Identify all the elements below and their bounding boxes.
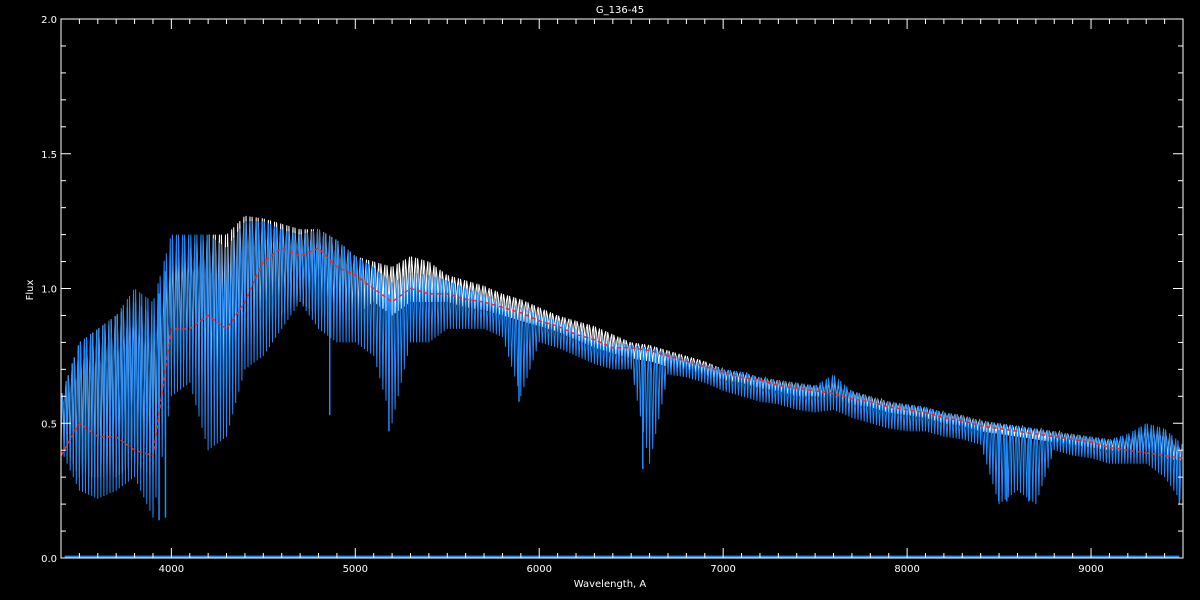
y-axis-label: Flux <box>25 280 36 301</box>
blue-spectrum <box>60 221 1183 518</box>
axes: 4000 5000 6000 7000 8000 9000 0.0 0.5 1.0 1.5 2.0 <box>41 15 1184 575</box>
x-tick-label: 6000 <box>527 564 552 575</box>
x-tick-label: 9000 <box>1078 564 1103 575</box>
red-model-line <box>60 247 1184 460</box>
y-tick-label: 1.0 <box>41 285 57 296</box>
y-tick-label: 2.0 <box>41 15 57 26</box>
x-tick-label: 8000 <box>894 564 919 575</box>
chart-title: G_136-45 <box>596 5 644 16</box>
x-tick-label: 7000 <box>710 564 735 575</box>
x-tick-label: 4000 <box>159 564 184 575</box>
y-tick-label: 0.0 <box>41 554 57 565</box>
plot-area <box>60 215 1184 558</box>
x-axis-label: Wavelength, A <box>574 579 647 590</box>
y-tick-label: 0.5 <box>41 419 57 430</box>
x-tick-label: 5000 <box>343 564 368 575</box>
blue-spectrum-line <box>60 221 1183 518</box>
y-tick-label: 1.5 <box>41 150 57 161</box>
